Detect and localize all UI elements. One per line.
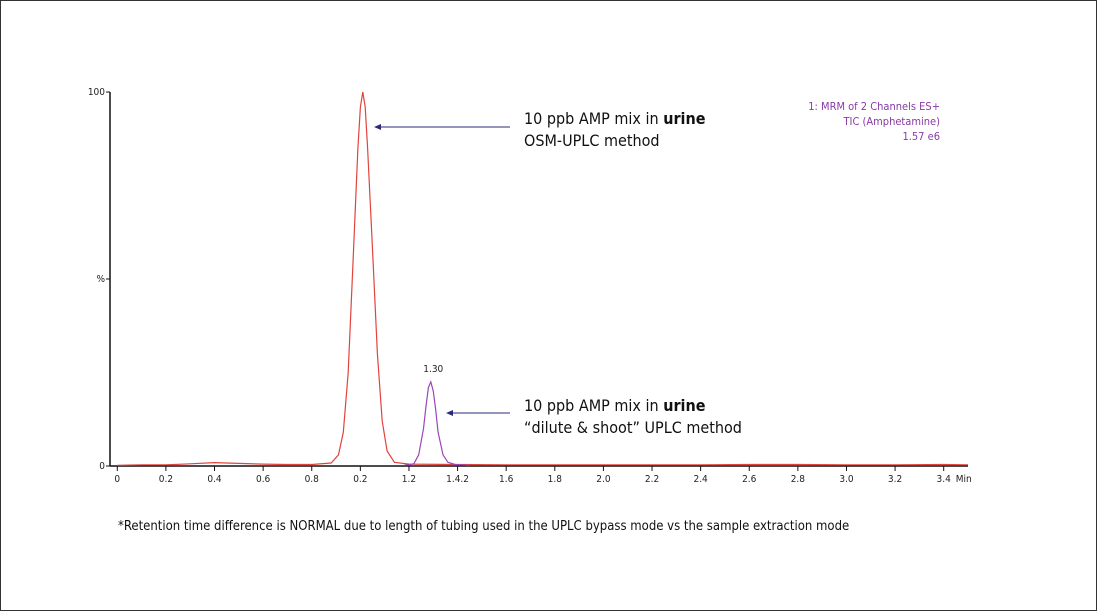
x-tick-label: 1.2 [402,474,416,485]
x-tick-label: 0.4 [207,474,222,485]
info-text: 1: MRM of 2 Channels ES+ [808,100,940,113]
x-tick-label: 2.2 [645,474,659,485]
x-tick-label: 3.0 [839,474,854,485]
annotation-bold: urine [663,109,706,128]
peak-label: 1.30 [423,364,443,375]
x-tick-label: 2.8 [791,474,806,485]
x-tick-label: 0.2 [353,474,367,485]
annotation: 10 ppb AMP mix in urine [524,109,706,128]
arrow [374,124,510,130]
x-tick-label: 2.4 [693,474,708,485]
x-axis-label: Min [956,474,972,485]
x-tick-label: 1.6 [499,474,514,485]
y-tick-label: 0 [99,461,105,472]
annotation-text: 10 ppb AMP mix in [524,109,659,128]
x-tick-label: 0.8 [305,474,320,485]
x-tick-label: 3.2 [888,474,902,485]
x-tick-label: 0 [114,474,120,485]
x-tick-label: 0.2 [159,474,173,485]
x-tick-label: 3.4 [937,474,952,485]
arrow [446,410,510,416]
annotation-bold: urine [663,396,706,415]
y-tick-label: % [96,274,105,285]
x-tick-label: 1.8 [548,474,563,485]
x-tick-label: 0.6 [256,474,271,485]
annotation: 10 ppb AMP mix in urine [524,396,706,415]
x-tick-label: 2.6 [742,474,757,485]
y-tick-label: 100 [88,87,105,98]
info-text: TIC (Amphetamine) [843,115,941,128]
annotation-text: 10 ppb AMP mix in [524,396,659,415]
footnote: *Retention time difference is NORMAL due… [118,519,849,534]
info-text: 1.57 e6 [902,130,940,143]
trace [117,91,969,466]
x-tick-label: 1.4.2 [446,474,469,485]
annotation-text: “dilute & shoot” UPLC method [524,418,742,437]
x-tick-label: 2.0 [596,474,611,485]
annotation-text: OSM-UPLC method [524,131,660,150]
trace [404,380,470,466]
